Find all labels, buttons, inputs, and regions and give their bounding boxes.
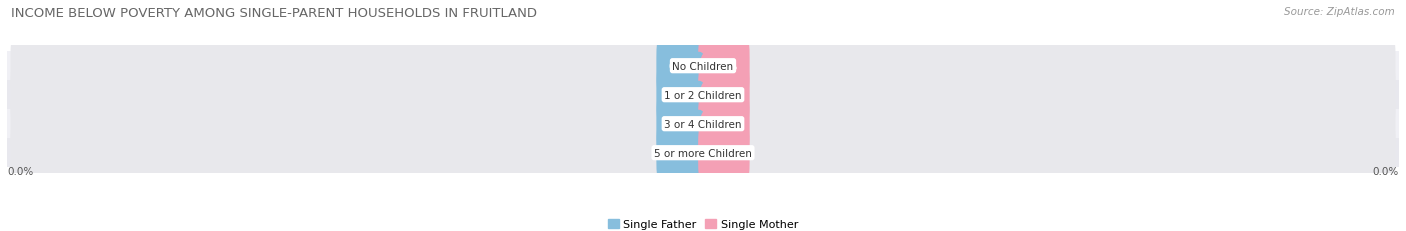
Text: 5 or more Children: 5 or more Children <box>654 148 752 158</box>
FancyBboxPatch shape <box>657 110 707 196</box>
Text: 0.0%: 0.0% <box>669 148 696 158</box>
Text: 0.0%: 0.0% <box>710 90 737 100</box>
Text: 0.0%: 0.0% <box>669 61 696 71</box>
FancyBboxPatch shape <box>10 56 1396 134</box>
Text: 1 or 2 Children: 1 or 2 Children <box>664 90 742 100</box>
FancyBboxPatch shape <box>10 114 1396 192</box>
FancyBboxPatch shape <box>699 110 749 196</box>
Text: 0.0%: 0.0% <box>710 148 737 158</box>
FancyBboxPatch shape <box>657 82 707 167</box>
Text: 3 or 4 Children: 3 or 4 Children <box>664 119 742 129</box>
Bar <box>7 139 1399 167</box>
FancyBboxPatch shape <box>699 53 749 138</box>
Bar <box>7 110 1399 139</box>
Text: 0.0%: 0.0% <box>1372 166 1399 176</box>
FancyBboxPatch shape <box>657 24 707 109</box>
Bar <box>7 52 1399 81</box>
Text: No Children: No Children <box>672 61 734 71</box>
FancyBboxPatch shape <box>699 24 749 109</box>
FancyBboxPatch shape <box>10 85 1396 164</box>
Text: 0.0%: 0.0% <box>669 119 696 129</box>
Text: Source: ZipAtlas.com: Source: ZipAtlas.com <box>1284 7 1395 17</box>
Text: INCOME BELOW POVERTY AMONG SINGLE-PARENT HOUSEHOLDS IN FRUITLAND: INCOME BELOW POVERTY AMONG SINGLE-PARENT… <box>11 7 537 20</box>
Bar <box>7 81 1399 110</box>
Text: 0.0%: 0.0% <box>710 119 737 129</box>
Text: 0.0%: 0.0% <box>7 166 34 176</box>
FancyBboxPatch shape <box>657 53 707 138</box>
Text: 0.0%: 0.0% <box>669 90 696 100</box>
FancyBboxPatch shape <box>10 27 1396 106</box>
Text: 0.0%: 0.0% <box>710 61 737 71</box>
Legend: Single Father, Single Mother: Single Father, Single Mother <box>603 215 803 231</box>
FancyBboxPatch shape <box>699 82 749 167</box>
